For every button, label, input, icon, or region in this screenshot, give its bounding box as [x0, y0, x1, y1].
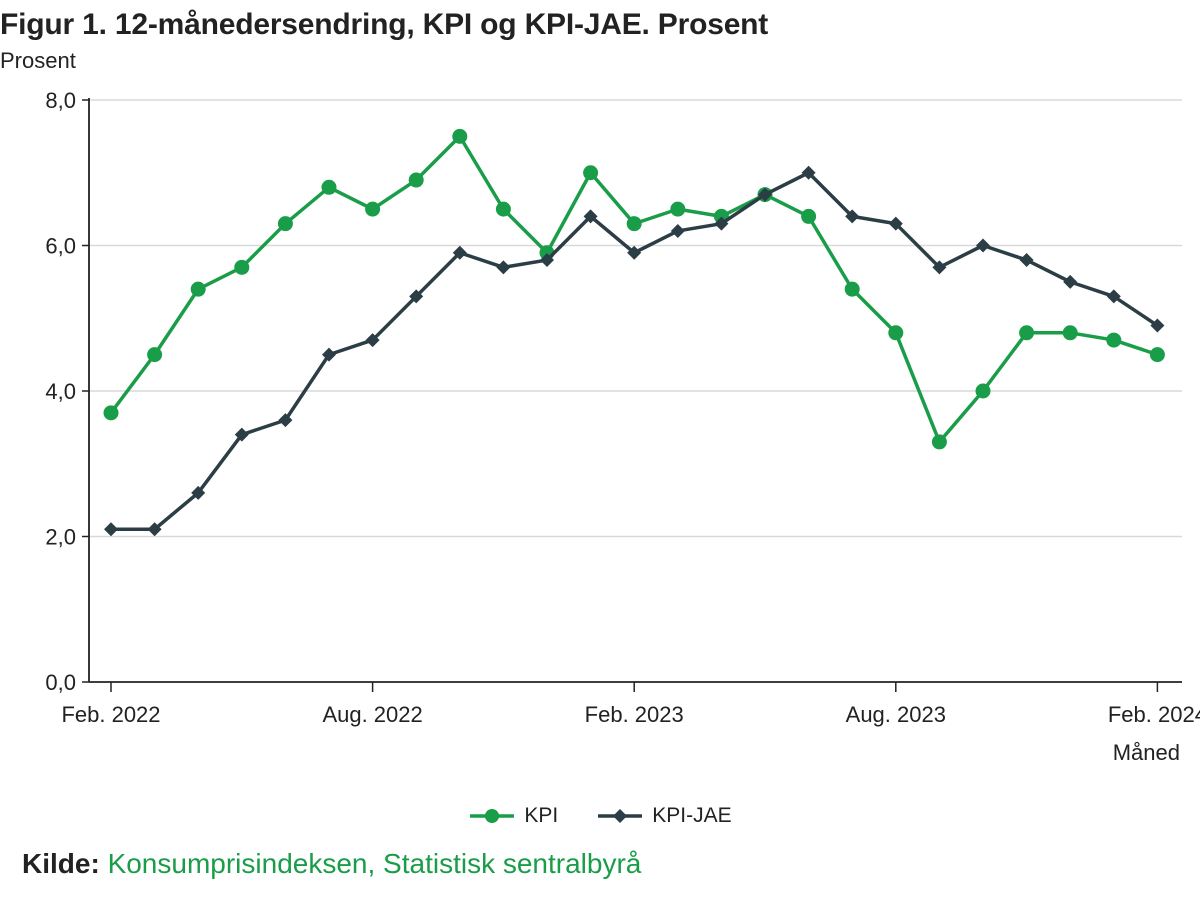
- data-point-kpi-jae[interactable]: [627, 245, 642, 260]
- data-point-kpi-jae[interactable]: [1063, 274, 1078, 289]
- x-tick-label: Feb. 2022: [61, 702, 160, 727]
- source-link[interactable]: Konsumprisindeksen, Statistisk sentralby…: [107, 848, 642, 879]
- data-point-kpi[interactable]: [670, 201, 686, 217]
- x-tick-label: Feb. 2023: [585, 702, 684, 727]
- data-point-kpi[interactable]: [975, 383, 991, 399]
- legend-item-kpi-jae[interactable]: KPI-JAE: [596, 804, 732, 828]
- data-point-kpi-jae[interactable]: [845, 209, 860, 224]
- data-point-kpi[interactable]: [452, 128, 468, 144]
- data-point-kpi-jae[interactable]: [1019, 253, 1034, 268]
- data-point-kpi[interactable]: [583, 165, 599, 181]
- data-point-kpi-jae[interactable]: [147, 522, 162, 537]
- data-point-kpi[interactable]: [844, 281, 860, 297]
- data-point-kpi-jae[interactable]: [1150, 318, 1165, 333]
- source-note: Kilde: Konsumprisindeksen, Statistisk se…: [22, 848, 641, 880]
- y-tick-label: 4,0: [45, 379, 76, 404]
- data-point-kpi-jae[interactable]: [976, 238, 990, 253]
- data-point-kpi[interactable]: [626, 216, 642, 232]
- legend-kpi-symbol: [470, 809, 515, 823]
- legend-kpi-jae-symbol: [598, 809, 643, 823]
- data-point-kpi[interactable]: [365, 201, 381, 217]
- data-point-kpi[interactable]: [103, 405, 119, 421]
- y-axis-unit-label: Prosent: [0, 48, 76, 73]
- data-point-kpi[interactable]: [1106, 332, 1122, 348]
- data-point-kpi-jae[interactable]: [758, 187, 772, 202]
- legend-kpi-jae-label: KPI-JAE: [652, 804, 732, 827]
- data-point-kpi-jae[interactable]: [278, 413, 293, 428]
- data-point-kpi[interactable]: [277, 216, 293, 232]
- series-line-kpi: [109, 134, 1158, 444]
- x-tick-label: Feb. 2024: [1108, 702, 1200, 727]
- data-point-kpi-jae[interactable]: [322, 347, 336, 362]
- data-point-kpi-jae[interactable]: [540, 253, 554, 268]
- legend-item-kpi[interactable]: KPI: [468, 804, 558, 828]
- x-tick-label: Aug. 2023: [846, 702, 946, 727]
- data-point-kpi-jae[interactable]: [409, 289, 424, 304]
- line-chart: 0,0 2,0 4,0 6,0 8,0 Feb. 2022 Aug. 2022 Feb. 20…: [45, 88, 1200, 765]
- data-point-kpi-jae[interactable]: [1106, 289, 1121, 304]
- y-tick-label: 6,0: [45, 234, 76, 259]
- data-point-kpi[interactable]: [888, 325, 904, 341]
- data-point-kpi[interactable]: [801, 208, 817, 224]
- legend: KPI KPI-JAE: [0, 800, 1200, 832]
- data-point-kpi-jae[interactable]: [496, 260, 511, 275]
- data-point-kpi[interactable]: [147, 347, 163, 363]
- data-point-kpi-jae[interactable]: [670, 223, 685, 238]
- x-tick-label: Aug. 2022: [322, 702, 422, 727]
- data-point-kpi[interactable]: [321, 179, 337, 195]
- data-point-kpi[interactable]: [1019, 325, 1035, 341]
- data-point-kpi[interactable]: [1149, 347, 1165, 363]
- data-point-kpi[interactable]: [408, 172, 424, 188]
- data-point-kpi-jae[interactable]: [104, 522, 118, 537]
- data-point-kpi[interactable]: [931, 434, 947, 450]
- source-label: Kilde:: [22, 848, 100, 879]
- data-point-kpi[interactable]: [1062, 325, 1078, 341]
- y-tick-label: 2,0: [45, 525, 76, 550]
- x-axis-title: Måned: [1113, 740, 1180, 765]
- data-point-kpi-jae[interactable]: [234, 427, 249, 442]
- legend-kpi-label: KPI: [524, 804, 559, 827]
- chart-title: Figur 1. 12-månedersendring, KPI og KPI-…: [0, 8, 769, 41]
- data-point-kpi[interactable]: [234, 259, 250, 275]
- y-tick-label: 8,0: [45, 88, 76, 113]
- data-point-kpi-jae[interactable]: [932, 260, 947, 275]
- data-point-kpi-jae[interactable]: [191, 485, 206, 500]
- data-point-kpi[interactable]: [495, 201, 511, 217]
- data-point-kpi[interactable]: [190, 281, 206, 297]
- data-point-kpi-jae[interactable]: [452, 245, 467, 260]
- y-tick-label: 0,0: [45, 670, 76, 695]
- data-point-kpi-jae[interactable]: [583, 209, 598, 224]
- data-point-kpi-jae[interactable]: [888, 216, 903, 231]
- data-point-kpi-jae[interactable]: [365, 333, 380, 348]
- data-point-kpi-jae[interactable]: [714, 216, 729, 231]
- data-point-kpi-jae[interactable]: [801, 165, 816, 180]
